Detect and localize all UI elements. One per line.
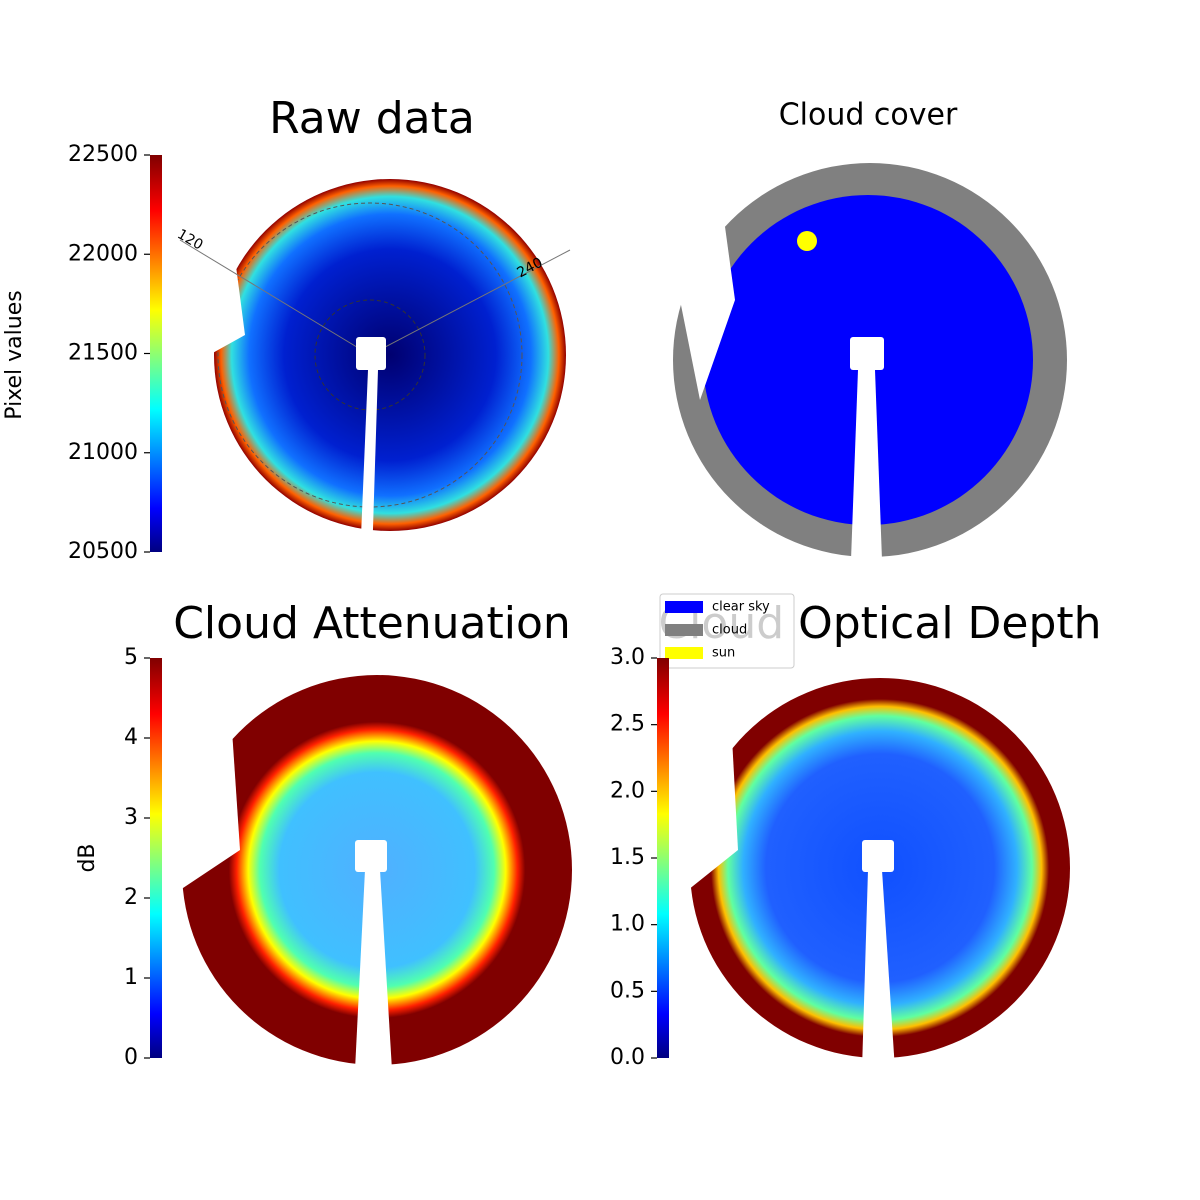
colorbar-tick-label: 1.5	[610, 845, 645, 870]
panel-title: Cloud Attenuation	[173, 598, 571, 649]
panel-title: Raw data	[269, 93, 475, 144]
colorbar	[150, 155, 162, 552]
colorbar-tick-label: 21500	[68, 341, 138, 366]
legend-swatch	[665, 601, 703, 613]
colorbar-tick-label: 0.5	[610, 978, 645, 1003]
colorbar-tick-label: 0.0	[610, 1045, 645, 1070]
colorbar-tick-label: 21000	[68, 440, 138, 465]
colorbar-tick-label: 1.0	[610, 912, 645, 937]
colorbar-tick-label: 3.0	[610, 645, 645, 670]
colorbar-tick-label: 2.5	[610, 712, 645, 737]
colorbar-label: dB	[75, 843, 100, 872]
colorbar-tick-label: 5	[124, 645, 138, 670]
colorbar-tick-label: 20500	[68, 539, 138, 564]
cloud-mask-image	[660, 163, 1067, 560]
legend-label: clear sky	[712, 600, 770, 615]
colorbar-tick-label: 4	[124, 725, 138, 750]
colorbar-tick-label: 2	[124, 885, 138, 910]
panel-title: Cloud cover	[779, 98, 958, 133]
colorbar-tick-label: 2.0	[610, 778, 645, 803]
colorbar	[150, 658, 162, 1058]
colorbar-tick-label: 0	[124, 1045, 138, 1070]
sky-image	[179, 179, 571, 560]
colorbar-tick-label: 3	[124, 805, 138, 830]
sun-marker	[797, 231, 817, 251]
colorbar-label: Pixel values	[2, 290, 27, 419]
legend-label: cloud	[712, 623, 747, 638]
legend-swatch	[665, 624, 703, 636]
colorbar-tick-label: 1	[124, 965, 138, 990]
legend-swatch	[665, 647, 703, 659]
colorbar	[657, 658, 669, 1058]
attenuation-image	[160, 675, 572, 1070]
optical-depth-image	[670, 678, 1070, 1070]
colorbar-tick-label: 22500	[68, 142, 138, 167]
legend-label: sun	[712, 646, 735, 661]
colorbar-tick-label: 22000	[68, 241, 138, 266]
